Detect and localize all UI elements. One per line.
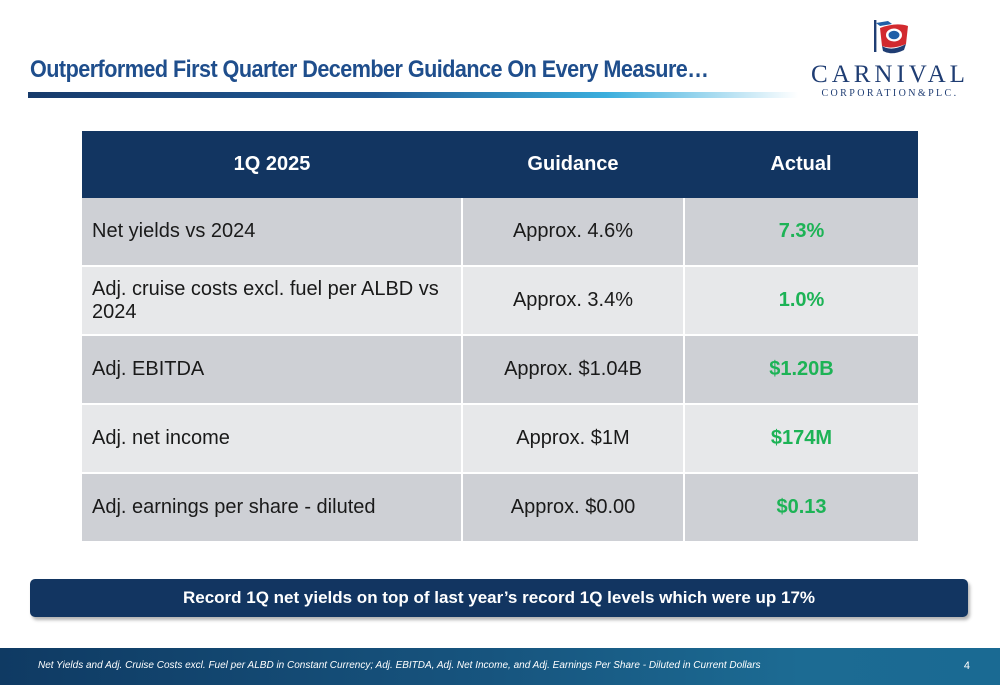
- guidance-cell: Approx. 4.6%: [462, 198, 685, 267]
- guidance-table: 1Q 2025 Guidance Actual Net yields vs 20…: [82, 131, 918, 543]
- title-underline: [28, 92, 798, 98]
- actual-cell: $174M: [684, 404, 918, 474]
- table-header-row: 1Q 2025 Guidance Actual: [82, 131, 918, 198]
- measure-cell: Adj. EBITDA: [82, 335, 463, 405]
- measure-cell: Net yields vs 2024: [82, 198, 463, 267]
- guidance-cell: Approx. $1.04B: [462, 335, 685, 405]
- header-actual: Actual: [684, 131, 918, 198]
- measure-cell: Adj. net income: [82, 404, 463, 474]
- actual-cell: $1.20B: [684, 335, 918, 405]
- table-row: Adj. cruise costs excl. fuel per ALBD vs…: [82, 266, 918, 336]
- footer-bar: Net Yields and Adj. Cruise Costs excl. F…: [0, 648, 1000, 685]
- footnote: Net Yields and Adj. Cruise Costs excl. F…: [38, 660, 761, 671]
- guidance-cell: Approx. $1M: [462, 404, 685, 474]
- page-number: 4: [963, 660, 970, 672]
- slide-title: Outperformed First Quarter December Guid…: [30, 56, 709, 83]
- table-row: Adj. net income Approx. $1M $174M: [82, 404, 918, 474]
- carnival-logo: CARNIVAL CORPORATION&PLC.: [806, 20, 974, 100]
- measure-cell: Adj. earnings per share - diluted: [82, 473, 463, 543]
- guidance-cell: Approx. 3.4%: [462, 266, 685, 336]
- table-row: Adj. earnings per share - diluted Approx…: [82, 473, 918, 543]
- measure-cell: Adj. cruise costs excl. fuel per ALBD vs…: [82, 266, 463, 336]
- table-row: Adj. EBITDA Approx. $1.04B $1.20B: [82, 335, 918, 405]
- logo-subtitle: CORPORATION&PLC.: [821, 88, 959, 99]
- guidance-cell: Approx. $0.00: [462, 473, 685, 543]
- header-period: 1Q 2025: [82, 131, 462, 198]
- actual-cell: $0.13: [684, 473, 918, 543]
- actual-cell: 7.3%: [684, 198, 918, 267]
- actual-cell: 1.0%: [684, 266, 918, 336]
- header-guidance: Guidance: [462, 131, 684, 198]
- logo-wordmark: CARNIVAL: [811, 61, 969, 88]
- table-row: Net yields vs 2024 Approx. 4.6% 7.3%: [82, 198, 918, 267]
- funnel-icon: [874, 20, 908, 54]
- highlight-banner: Record 1Q net yields on top of last year…: [30, 579, 968, 617]
